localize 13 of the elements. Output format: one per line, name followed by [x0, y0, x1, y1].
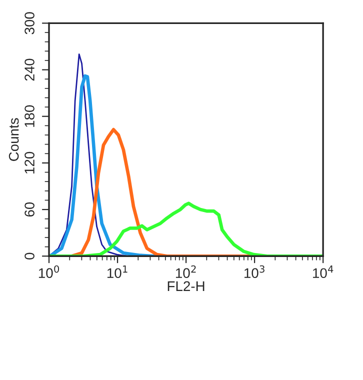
x-tick-label: 10$^{0}$: [38, 265, 60, 278]
y-tick-label: 0: [24, 252, 34, 260]
y-axis-title: Counts: [8, 118, 19, 161]
x-tick-label: 10$^{1}$: [107, 265, 128, 278]
y-tick-label: 240: [24, 58, 34, 81]
y-tick-label: 120: [24, 152, 34, 174]
y-tick-label: 300: [24, 12, 34, 34]
x-tick-label: 10$^{2}$: [176, 265, 196, 278]
x-tick-label: 10$^{3}$: [244, 265, 264, 278]
x-tick-label: 10$^{4}$: [313, 265, 334, 278]
y-tick-label: 60: [24, 202, 34, 217]
y-tick-label: 180: [24, 105, 34, 127]
x-axis-title: FL2-H: [168, 281, 204, 291]
